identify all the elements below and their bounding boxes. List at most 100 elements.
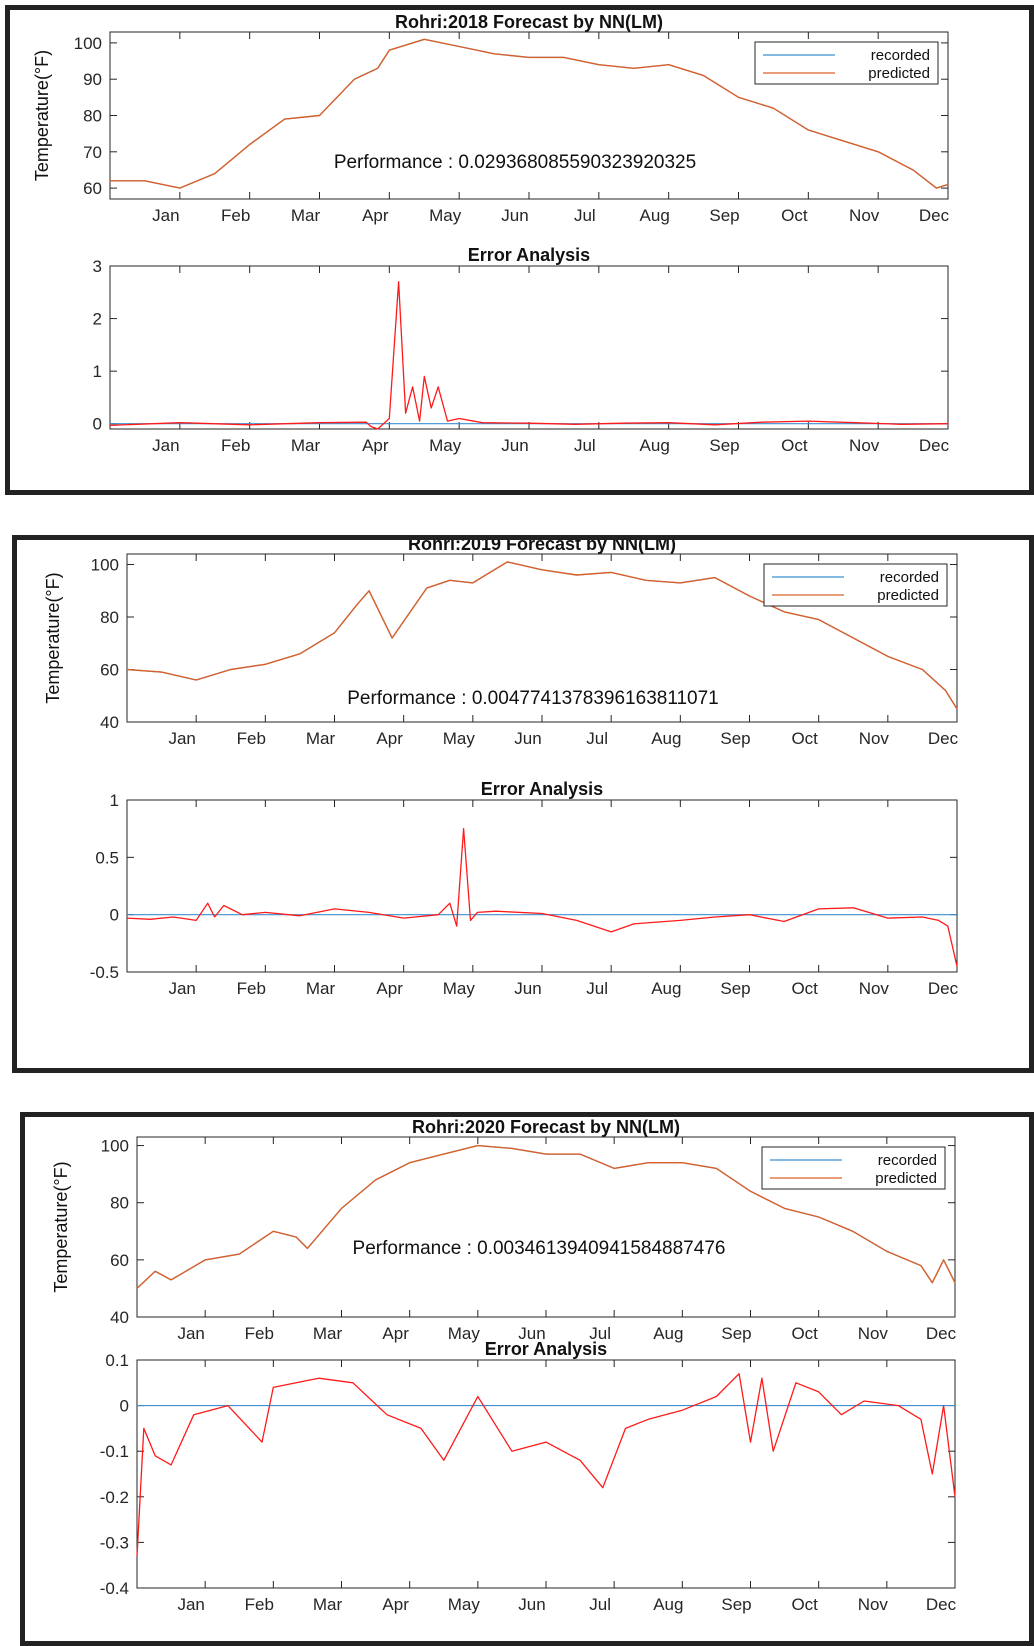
forecast-panel-2018: Rohri:2018 Forecast by NN(LM) Error Analy… <box>5 5 1034 495</box>
chart-2018-forecast-xtick-label: May <box>429 206 462 225</box>
chart-2020-forecast-xtick-label: Jun <box>518 1324 545 1343</box>
chart-2020-error-ytick-label: -0.4 <box>100 1579 129 1598</box>
chart-2018-forecast-xtick-label: Feb <box>221 206 250 225</box>
chart-2020-forecast-xtick-label: May <box>448 1324 481 1343</box>
chart-2020-error-plot-area <box>136 1359 956 1589</box>
chart-2020-legend-label-recorded: recorded <box>878 1152 937 1169</box>
forecast-figure-2020: Rohri:2020 Forecast by NN(LM) Error Analy… <box>51 1117 957 1614</box>
chart-2018-error-xtick-label: Dec <box>919 436 950 455</box>
chart-2020-legend-label-predicted: predicted <box>875 1170 937 1187</box>
chart-2019-error-xtick-label: Sep <box>720 979 750 998</box>
chart-2018-forecast-ytick-label: 100 <box>74 34 102 53</box>
chart-2019-legend <box>763 563 948 607</box>
chart-2019-forecast-xtick-label: Apr <box>376 729 403 748</box>
chart-2018-forecast-ytick-label: 80 <box>83 107 102 126</box>
chart-2020-forecast-xtick-label: Apr <box>382 1324 409 1343</box>
chart-2019-forecast-xtick-label: Jan <box>168 729 195 748</box>
chart-2018-error-xtick-label: May <box>429 436 462 455</box>
chart-2019-error-xtick-label: Dec <box>928 979 959 998</box>
chart-2020-ylabel: Temperature(°F) <box>51 1161 71 1292</box>
chart-2018-error-plot-area <box>109 265 949 430</box>
chart-2018-forecast-xtick-label: Oct <box>781 206 808 225</box>
chart-2018-forecast-xtick-label: Aug <box>640 206 670 225</box>
chart-2020-legend <box>761 1146 946 1190</box>
chart-2020-error-xtick-label: Nov <box>858 1595 889 1614</box>
chart-2018-forecast-ytick-label: 70 <box>83 143 102 162</box>
chart-2018-error-series-predicted <box>109 281 949 430</box>
chart-2020-error-xtick-label: May <box>448 1595 481 1614</box>
chart-2018-forecast-xtick-label: Apr <box>362 206 389 225</box>
chart-2018-error-ytick-label: 2 <box>93 310 102 329</box>
chart-2020-error-xtick-label: Jun <box>518 1595 545 1614</box>
chart-2018-forecast-xtick-label: Nov <box>849 206 880 225</box>
chart-2020-error-xtick-label: Feb <box>245 1595 274 1614</box>
chart-2018-error-ytick-label: 0 <box>93 415 102 434</box>
forecast-figure-2019: Rohri:2019 Forecast by NN(LM) Error Analy… <box>43 540 959 998</box>
chart-2018-ylabel: Temperature(°F) <box>32 50 52 181</box>
chart-2019-error-xtick-label: Nov <box>859 979 890 998</box>
chart-2020-forecast-xtick-label: Oct <box>791 1324 818 1343</box>
chart-2019-error-title: Error Analysis <box>481 779 603 799</box>
chart-2020-forecast-xtick-label: Aug <box>653 1324 683 1343</box>
chart-2018-error-xtick-label: Aug <box>640 436 670 455</box>
chart-2020-forecast-ytick-label: 100 <box>101 1137 129 1156</box>
chart-2018-forecast-ytick-label: 60 <box>83 179 102 198</box>
chart-2019-forecast-xtick-label: May <box>443 729 476 748</box>
chart-2019-error-xtick-label: Oct <box>791 979 818 998</box>
chart-2019-forecast-xtick-label: Aug <box>651 729 681 748</box>
chart-2019-error-series-predicted <box>126 828 958 967</box>
chart-2019-error-xtick-label: Jan <box>168 979 195 998</box>
chart-2018-error-xtick-label: Feb <box>221 436 250 455</box>
chart-2020-title: Rohri:2020 Forecast by NN(LM) <box>412 1117 680 1137</box>
chart-2020-error-ytick-label: -0.1 <box>100 1442 129 1461</box>
chart-2019-series-predicted <box>126 561 958 710</box>
chart-2019-forecast-xtick-label: Nov <box>859 729 890 748</box>
chart-2020-error-series-predicted <box>136 1373 956 1557</box>
chart-2019-forecast-xtick-label: Sep <box>720 729 750 748</box>
chart-2019-title: Rohri:2019 Forecast by NN(LM) <box>408 540 676 554</box>
chart-2018-series-predicted <box>110 38 949 189</box>
chart-2018-legend-label-recorded: recorded <box>871 47 930 64</box>
chart-2020-error-title: Error Analysis <box>485 1339 607 1359</box>
chart-2020-error-xtick-label: Sep <box>721 1595 751 1614</box>
chart-2020-forecast-ytick-label: 40 <box>110 1308 129 1327</box>
chart-2020-forecast-xtick-label: Jul <box>589 1324 611 1343</box>
chart-2019-error-ytick-label: -0.5 <box>90 963 119 982</box>
chart-2019-forecast-xtick-label: Oct <box>791 729 818 748</box>
chart-2020-error-xtick-label: Mar <box>313 1595 343 1614</box>
chart-2019-error-ytick-label: 0 <box>110 906 119 925</box>
chart-2020-error-ytick-label: -0.3 <box>100 1533 129 1552</box>
chart-2020-performance: Performance : 0.0034613940941584887476 <box>353 1238 726 1259</box>
chart-2020-forecast-ytick-label: 80 <box>110 1194 129 1213</box>
chart-2020-error-xtick-label: Aug <box>653 1595 683 1614</box>
chart-2020-error-xtick-label: Jul <box>589 1595 611 1614</box>
chart-2018-error-ytick-label: 1 <box>93 362 102 381</box>
chart-2019-forecast-ytick-label: 100 <box>91 556 119 575</box>
chart-2018-forecast-xtick-label: Mar <box>291 206 321 225</box>
chart-2019-error-xtick-label: Mar <box>306 979 336 998</box>
chart-2019-ylabel: Temperature(°F) <box>43 572 63 703</box>
forecast-panel-2019: Rohri:2019 Forecast by NN(LM) Error Analy… <box>12 535 1034 1073</box>
chart-2019-forecast-ytick-label: 40 <box>100 713 119 732</box>
chart-2020-error-ytick-label: -0.2 <box>100 1488 129 1507</box>
chart-2019-error-xtick-label: Jun <box>514 979 541 998</box>
chart-2018-error-xtick-label: Apr <box>362 436 389 455</box>
chart-2019-performance: Performance : 0.0047741378396163811071 <box>347 688 719 709</box>
chart-2020-forecast-xtick-label: Sep <box>721 1324 751 1343</box>
chart-2020-error-xtick-label: Oct <box>791 1595 818 1614</box>
chart-2018-error-xtick-label: Nov <box>849 436 880 455</box>
chart-2019-error-xtick-label: May <box>443 979 476 998</box>
chart-2018-forecast-ytick-label: 90 <box>83 70 102 89</box>
chart-2019-legend-label-predicted: predicted <box>877 587 939 604</box>
chart-2019-error-plot-area <box>126 799 958 973</box>
chart-2019-forecast-ytick-label: 80 <box>100 608 119 627</box>
chart-2018-error-xtick-label: Jan <box>152 436 179 455</box>
chart-2019-forecast-xtick-label: Mar <box>306 729 336 748</box>
chart-2019-error-xtick-label: Jul <box>586 979 608 998</box>
forecast-panel-2020: Rohri:2020 Forecast by NN(LM) Error Analy… <box>20 1112 1034 1646</box>
chart-2018-title: Rohri:2018 Forecast by NN(LM) <box>395 12 663 32</box>
chart-2018-forecast-xtick-label: Sep <box>709 206 739 225</box>
chart-2019-forecast-xtick-label: Feb <box>237 729 266 748</box>
chart-2020-error-xtick-label: Dec <box>926 1595 957 1614</box>
chart-2020-error-ytick-label: 0 <box>120 1397 129 1416</box>
